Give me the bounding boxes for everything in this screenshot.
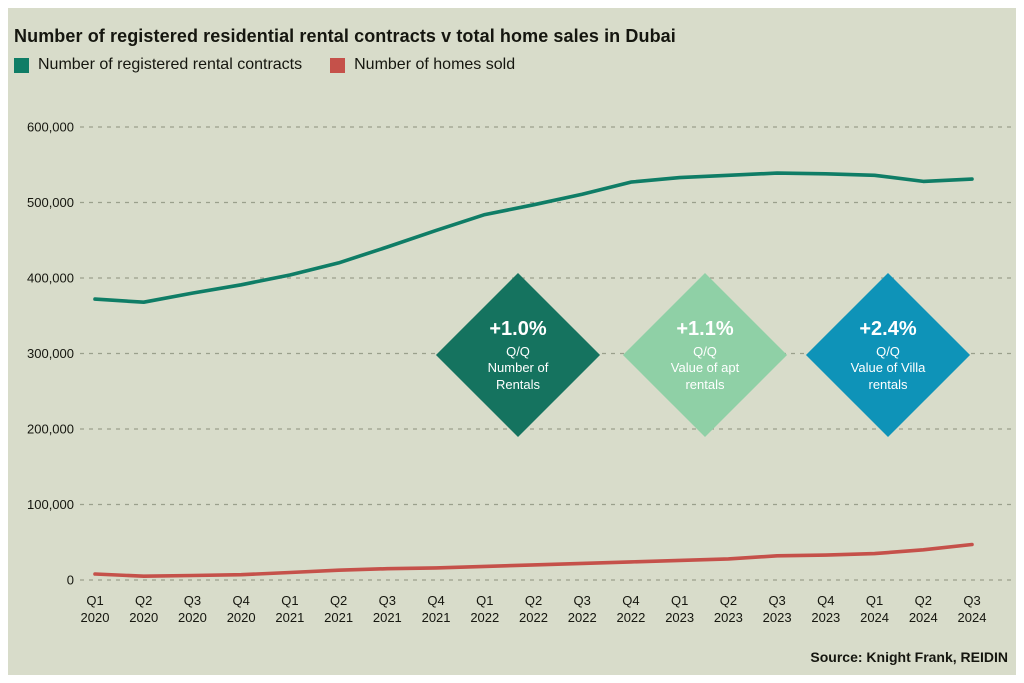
x-tick-label: Q2 2021 bbox=[324, 593, 353, 625]
legend-swatch-rentals bbox=[14, 57, 29, 73]
annotation-diamond-apt-rentals: +1.1% Q/Q Value of apt rentals bbox=[622, 272, 788, 438]
chart-svg: 0 100,000 200,000 300,000 400,000 500,000 600,… bbox=[27, 120, 1012, 625]
legend-swatch-sales bbox=[330, 57, 346, 73]
x-tick-label: Q4 2023 bbox=[811, 593, 840, 625]
x-tick-label: Q3 2021 bbox=[373, 593, 402, 625]
y-tick-label: 200,000 bbox=[27, 422, 74, 437]
x-tick-label: Q4 2022 bbox=[616, 593, 645, 625]
x-tick-label: Q1 2020 bbox=[81, 593, 110, 625]
annotation-sub: Q/Q bbox=[876, 344, 900, 360]
annotation-label: Value of apt rentals bbox=[670, 360, 740, 392]
legend-label-rentals: Number of registered rental contracts bbox=[38, 56, 303, 73]
x-tick-label: Q2 2023 bbox=[714, 593, 743, 625]
annotation-content: +1.1% Q/Q Value of apt rentals bbox=[647, 297, 763, 413]
x-tick-label: Q1 2024 bbox=[860, 593, 889, 625]
y-tick-label: 500,000 bbox=[27, 195, 74, 210]
x-tick-label: Q2 2020 bbox=[129, 593, 158, 625]
x-tick-label: Q3 2023 bbox=[763, 593, 792, 625]
annotation-diamond-villa-rentals: +2.4% Q/Q Value of Villa rentals bbox=[805, 272, 971, 438]
y-tick-label: 400,000 bbox=[27, 271, 74, 286]
y-tick-label: 100,000 bbox=[27, 497, 74, 512]
x-tick-label: Q1 2021 bbox=[275, 593, 304, 625]
legend-item-sales: Number of homes sold bbox=[330, 56, 515, 74]
legend: Number of registered rental contracts Nu… bbox=[14, 56, 515, 74]
annotation-diamond-rentals: +1.0% Q/Q Number of Rentals bbox=[435, 272, 601, 438]
series-line bbox=[93, 171, 974, 305]
y-tick-label: 600,000 bbox=[27, 120, 74, 135]
x-tick-label: Q2 2024 bbox=[909, 593, 938, 625]
y-tick-label: 0 bbox=[67, 573, 74, 588]
annotation-sub: Q/Q bbox=[693, 344, 717, 360]
annotation-label: Value of Villa rentals bbox=[850, 360, 926, 392]
legend-label-sales: Number of homes sold bbox=[354, 56, 516, 73]
annotation-value: +2.4% bbox=[859, 318, 917, 341]
annotation-sub: Q/Q bbox=[506, 344, 530, 360]
x-tick-label: Q3 2020 bbox=[178, 593, 207, 625]
chart-panel: Number of registered residential rental … bbox=[8, 8, 1016, 675]
annotation-value: +1.1% bbox=[676, 318, 734, 341]
legend-item-rentals: Number of registered rental contracts bbox=[14, 56, 302, 74]
annotation-content: +1.0% Q/Q Number of Rentals bbox=[460, 297, 576, 413]
x-tick-label: Q1 2023 bbox=[665, 593, 694, 625]
annotation-content: +2.4% Q/Q Value of Villa rentals bbox=[830, 297, 946, 413]
y-tick-label: 300,000 bbox=[27, 346, 74, 361]
source-credit: Source: Knight Frank, REIDIN bbox=[810, 649, 1008, 665]
annotation-value: +1.0% bbox=[489, 318, 547, 341]
x-tick-label: Q1 2022 bbox=[470, 593, 499, 625]
x-tick-label: Q4 2021 bbox=[422, 593, 451, 625]
x-tick-label: Q2 2022 bbox=[519, 593, 548, 625]
x-tick-label: Q3 2024 bbox=[958, 593, 987, 625]
chart-title: Number of registered residential rental … bbox=[14, 26, 676, 46]
series-line bbox=[93, 542, 974, 579]
x-tick-label: Q4 2020 bbox=[227, 593, 256, 625]
x-tick-label: Q3 2022 bbox=[568, 593, 597, 625]
annotation-label: Number of Rentals bbox=[487, 360, 549, 392]
